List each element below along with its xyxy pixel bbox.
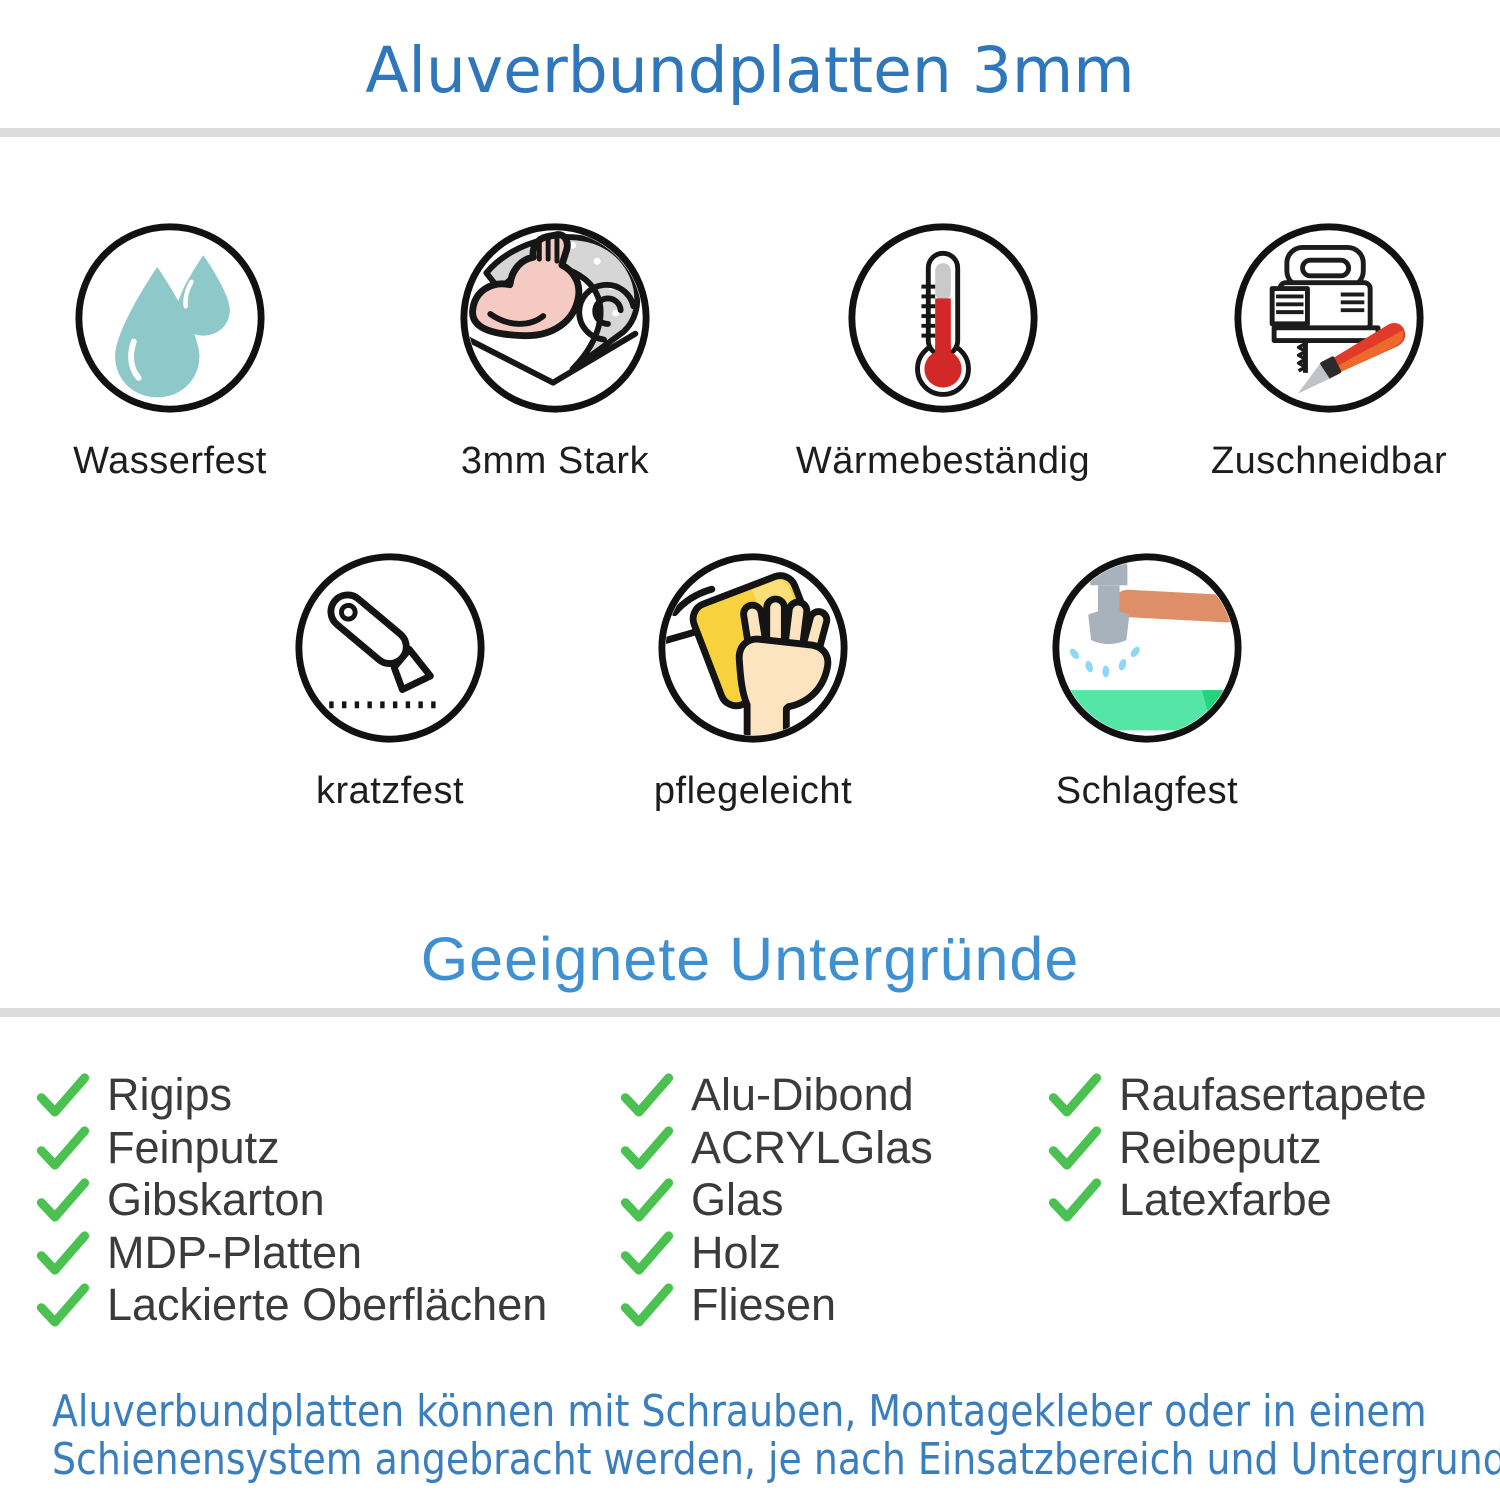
divider-top <box>0 128 1500 137</box>
jigsaw-and-cutter-icon <box>1234 223 1424 413</box>
divider-middle <box>0 1008 1500 1017</box>
substrate-label: Glas <box>691 1174 784 1226</box>
feature-label: Zuschneidbar <box>1210 440 1448 482</box>
hand-wiping-cloth-icon <box>658 553 848 743</box>
checkmark-icon <box>620 1283 674 1327</box>
substrate-label: Alu-Dibond <box>691 1069 914 1121</box>
substrate-label: Reibeputz <box>1119 1121 1322 1173</box>
substrate-label: Rigips <box>107 1069 233 1121</box>
checkmark-icon <box>1048 1126 1102 1170</box>
substrate-column-1: Rigips Feinputz Gibskarton MDP-Platten L… <box>36 1069 547 1332</box>
feature-label: Wasserfest <box>73 440 267 482</box>
substrate-item: Glas <box>620 1174 933 1227</box>
substrate-item: Latexfarbe <box>1048 1174 1427 1227</box>
feature-label: pflegeleicht <box>653 770 853 812</box>
substrate-label: Feinputz <box>107 1121 280 1173</box>
feature-kratzfest: kratzfest <box>220 550 560 813</box>
feature-label: 3mm Stark <box>460 440 650 482</box>
checkmark-icon <box>36 1126 90 1170</box>
substrate-item: Fliesen <box>620 1279 933 1332</box>
substrate-item: Lackierte Oberflächen <box>36 1279 547 1332</box>
substrate-label: ACRYLGlas <box>691 1121 933 1173</box>
checkmark-icon <box>620 1231 674 1275</box>
section-heading-untergruende: Geeignete Untergründe <box>420 925 1080 993</box>
checkmark-icon <box>36 1178 90 1222</box>
substrate-item: ACRYLGlas <box>620 1122 933 1175</box>
page-title: Aluverbundplatten 3mm <box>365 34 1135 107</box>
feature-zuschneidbar: Zuschneidbar <box>1159 220 1499 483</box>
substrate-label: Lackierte Oberflächen <box>107 1279 548 1331</box>
checkmark-icon <box>620 1126 674 1170</box>
substrate-item: Holz <box>620 1227 933 1280</box>
substrate-item: MDP-Platten <box>36 1227 547 1280</box>
mounting-note: Aluverbundplatten können mit Schrauben, … <box>52 1388 1500 1484</box>
mounting-note-line2: Schienensystem angebracht werden, je nac… <box>52 1434 1500 1485</box>
checkmark-icon <box>620 1073 674 1117</box>
substrate-item: Alu-Dibond <box>620 1069 933 1122</box>
feature-wasserfest: Wasserfest <box>0 220 340 483</box>
substrate-label: Holz <box>691 1226 782 1278</box>
substrate-label: Gibskarton <box>107 1174 325 1226</box>
thermometer-icon <box>848 223 1038 413</box>
hammer-impact-icon <box>1052 553 1242 743</box>
feature-label: Wärmebeständig <box>795 440 1091 482</box>
checkmark-icon <box>1048 1178 1102 1222</box>
feature-label: Schlagfest <box>1055 770 1239 812</box>
substrate-item: Feinputz <box>36 1122 547 1175</box>
feature-pflegeleicht: pflegeleicht <box>583 550 923 813</box>
checkmark-icon <box>36 1283 90 1327</box>
substrate-label: MDP-Platten <box>107 1226 363 1278</box>
substrate-item: Gibskarton <box>36 1174 547 1227</box>
utility-knife-icon <box>295 553 485 743</box>
mounting-note-line1: Aluverbundplatten können mit Schrauben, … <box>52 1386 1427 1437</box>
checkmark-icon <box>36 1231 90 1275</box>
feature-3mm-stark: 3mm Stark <box>385 220 725 483</box>
checkmark-icon <box>1048 1073 1102 1117</box>
muscle-arm-rolled-panel-icon <box>460 223 650 413</box>
checkmark-icon <box>36 1073 90 1117</box>
feature-schlagfest: Schlagfest <box>977 550 1317 813</box>
substrate-item: Raufasertapete <box>1048 1069 1427 1122</box>
feature-label: kratzfest <box>315 770 465 812</box>
checkmark-icon <box>620 1178 674 1222</box>
feature-waermebestaendig: Wärmebeständig <box>773 220 1113 483</box>
substrate-label: Raufasertapete <box>1119 1069 1427 1121</box>
substrate-column-3: Raufasertapete Reibeputz Latexfarbe <box>1048 1069 1427 1227</box>
water-drops-icon <box>75 223 265 413</box>
substrate-label: Fliesen <box>691 1279 837 1331</box>
substrate-item: Reibeputz <box>1048 1122 1427 1175</box>
substrate-label: Latexfarbe <box>1119 1174 1332 1226</box>
substrate-column-2: Alu-Dibond ACRYLGlas Glas Holz Fliesen <box>620 1069 933 1332</box>
substrate-item: Rigips <box>36 1069 547 1122</box>
